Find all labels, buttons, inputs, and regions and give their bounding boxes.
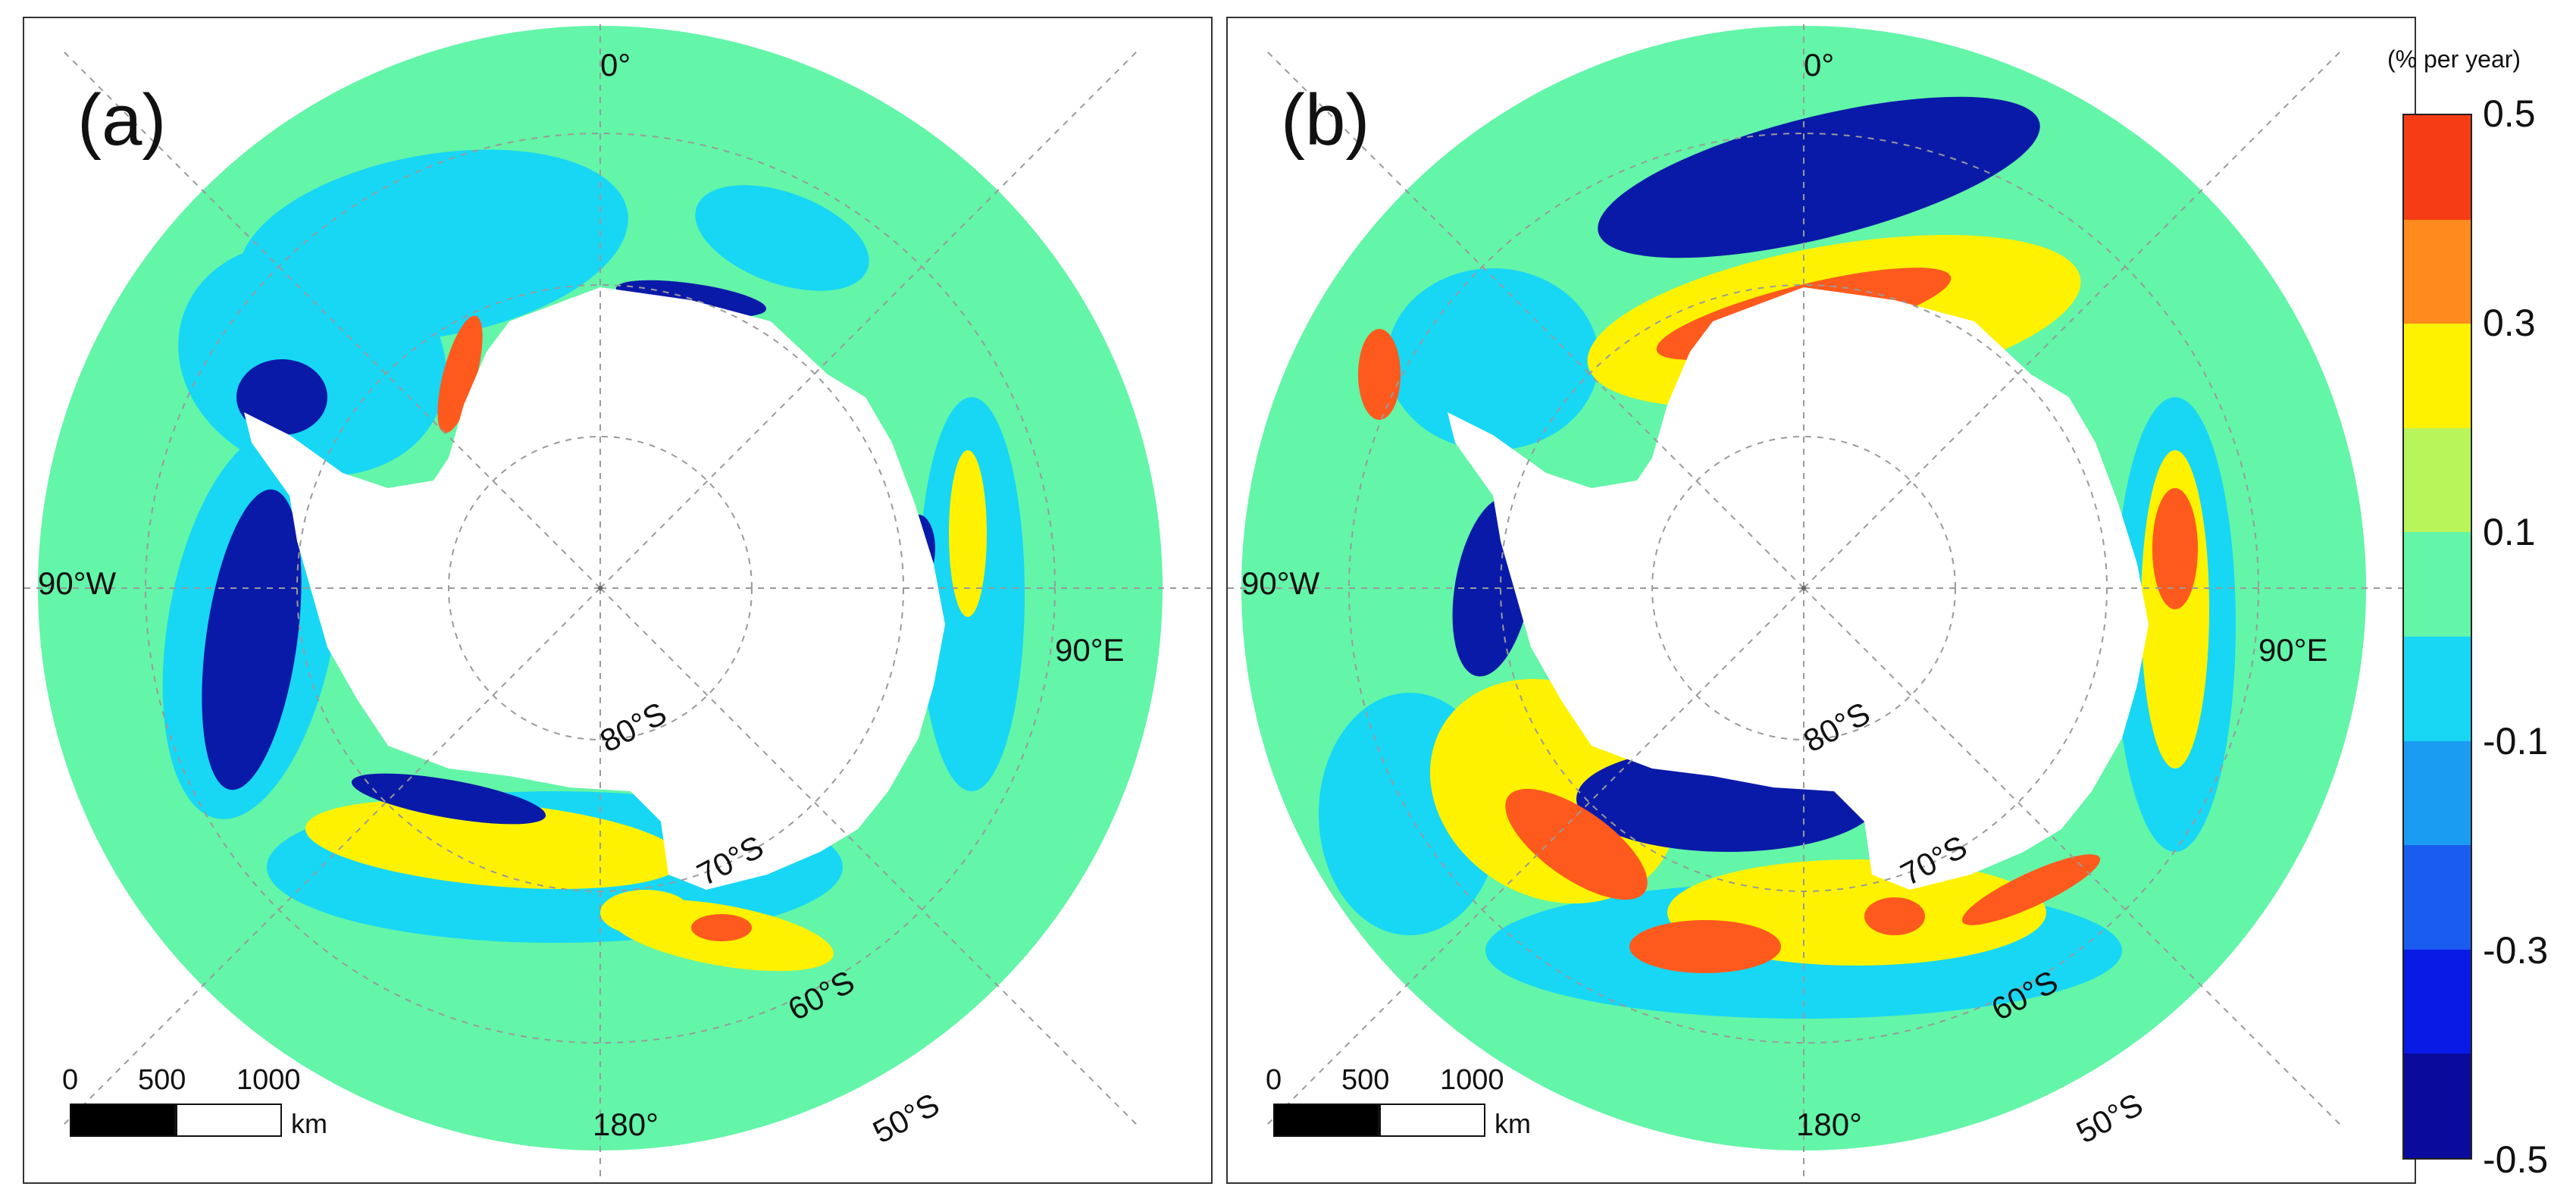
cyan-patch	[695, 185, 869, 291]
panel-label: (a)	[77, 80, 167, 161]
colorbar-segment	[2404, 115, 2471, 220]
colorbar-tick-neg0.1: -0.1	[2483, 720, 2549, 762]
meridian-line	[1803, 52, 2340, 589]
map-panel-a: (a) 0° 90°W 90°E 180° 80°S 70°S 60°S 50°…	[23, 17, 1213, 1184]
meridian-line	[599, 587, 1137, 1125]
meridian-line	[1267, 52, 1804, 589]
scale-tick-1000: 1000	[236, 1064, 301, 1096]
lon-label-90w: 90°W	[1241, 565, 1320, 601]
scale-bar-white	[1379, 1104, 1485, 1137]
colorbar-tick-neg0.5: -0.5	[2483, 1138, 2549, 1181]
scale-bar: 0 500 1000 km	[62, 1064, 403, 1139]
south-pole-marker	[598, 586, 603, 590]
colorbar-title: (% per year)	[2387, 45, 2521, 73]
orange-patch	[1505, 788, 1648, 900]
meridian-line	[1267, 587, 1804, 1125]
lon-label-0: 0°	[1804, 47, 1835, 83]
blue-patch	[1598, 96, 2040, 258]
blue-patch	[236, 359, 327, 435]
south-pole-marker	[1801, 586, 1806, 590]
colorbar-tick-0.1: 0.1	[2483, 511, 2536, 553]
orange-patch	[1358, 329, 1401, 420]
orange-patch	[691, 914, 752, 941]
lon-label-180: 180°	[593, 1107, 659, 1142]
scale-bar-white	[176, 1104, 282, 1137]
colorbar-segment	[2404, 1053, 2471, 1158]
lon-label-90e: 90°E	[1055, 632, 1125, 668]
blue-patch	[202, 489, 302, 790]
scale-bar: 0 500 1000 km	[1266, 1064, 1607, 1139]
colorbar-gradient	[2402, 114, 2472, 1160]
yellow-patch	[305, 800, 684, 889]
colorbar-segment	[2404, 949, 2471, 1054]
polar-map-b	[1228, 18, 2415, 1182]
polar-map-a	[24, 18, 1211, 1182]
scale-tick-1000: 1000	[1440, 1064, 1504, 1096]
scale-tick-500: 500	[138, 1064, 186, 1096]
meridian-line	[1803, 587, 2340, 1125]
orange-patch	[1864, 897, 1925, 935]
lon-label-90e: 90°E	[2258, 632, 2328, 668]
colorbar-segment	[2404, 532, 2471, 637]
yellow-patch	[600, 890, 691, 935]
meridian-line	[64, 587, 601, 1125]
orange-patch	[1961, 854, 2101, 925]
lon-label-180: 180°	[1796, 1107, 1862, 1142]
blue-patch	[351, 773, 546, 825]
orange-patch	[1629, 920, 1781, 973]
orange-patch	[2152, 488, 2198, 609]
scale-bar-black	[1273, 1104, 1379, 1137]
colorbar-tick-neg0.3: -0.3	[2483, 929, 2549, 972]
scale-tick-500: 500	[1341, 1064, 1390, 1096]
scale-unit: km	[291, 1108, 327, 1139]
scale-tick-0: 0	[1266, 1064, 1282, 1096]
map-panel-b: (b) 0° 90°W 90°E 180° 80°S 70°S 60°S 50°…	[1226, 17, 2416, 1184]
colorbar-segment	[2404, 636, 2471, 741]
colorbar-segment	[2404, 740, 2471, 846]
colorbar-tick-0.3: 0.3	[2483, 302, 2536, 344]
yellow-patch	[949, 450, 987, 617]
meridian-line	[599, 52, 1137, 589]
colorbar-segment	[2404, 427, 2471, 533]
orange-patch	[437, 315, 483, 434]
lon-label-90w: 90°W	[38, 565, 117, 601]
scale-bar-black	[70, 1104, 176, 1137]
colorbar: (% per year) 0.5 0.3 0.1 -0.1 -0.3 -0.5	[2387, 45, 2569, 1182]
colorbar-segment	[2404, 324, 2471, 428]
cyan-patch	[1387, 268, 1599, 450]
lon-label-0: 0°	[600, 47, 631, 83]
colorbar-segment	[2404, 219, 2471, 324]
colorbar-tick-0.5: 0.5	[2483, 92, 2536, 135]
colorbar-segment	[2404, 845, 2471, 950]
scale-unit: km	[1495, 1108, 1531, 1139]
panel-label: (b)	[1281, 80, 1370, 161]
scale-tick-0: 0	[62, 1064, 79, 1096]
meridian-line	[64, 52, 601, 589]
